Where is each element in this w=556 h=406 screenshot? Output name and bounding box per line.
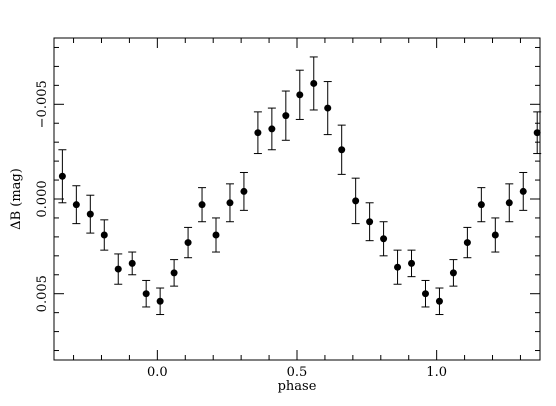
axis-ticks [54, 38, 540, 360]
data-point [114, 265, 122, 273]
data-point [477, 201, 485, 209]
x-tick-label: 1.0 [426, 365, 447, 380]
data-point [100, 231, 108, 239]
x-tick-labels: 0.0 0.5 1.0 [147, 365, 447, 380]
data-point [156, 297, 164, 305]
data-point [324, 104, 332, 112]
data-point [394, 263, 402, 271]
data-point [352, 197, 360, 205]
data-point [268, 125, 276, 133]
x-tick-label: 0.0 [147, 365, 168, 380]
x-axis-label: phase [278, 379, 317, 394]
data-point [170, 269, 178, 277]
data-point [142, 290, 150, 298]
data-point [310, 79, 318, 87]
y-axis-label: ΔB (mag) [9, 168, 24, 230]
data-point [72, 201, 80, 209]
data-point [282, 112, 290, 120]
data-point [519, 187, 527, 195]
data-point [491, 231, 499, 239]
data-point [212, 231, 220, 239]
data-points [58, 79, 541, 305]
data-point [366, 218, 374, 226]
data-point [533, 129, 541, 137]
data-point [463, 239, 471, 247]
y-tick-label: 0.005 [35, 275, 50, 312]
data-point [184, 239, 192, 247]
data-point [296, 91, 304, 99]
data-point [421, 290, 429, 298]
data-point [380, 235, 388, 243]
data-point [240, 187, 248, 195]
data-point [226, 199, 234, 207]
data-point [58, 172, 66, 180]
plot-frame [53, 37, 541, 361]
y-tick-label: −0.005 [35, 80, 50, 128]
y-tick-labels: 0.005 0.000 −0.005 [35, 80, 50, 312]
data-point [198, 201, 206, 209]
data-point [338, 146, 346, 154]
data-point [449, 269, 457, 277]
data-point [408, 259, 416, 267]
data-point [505, 199, 513, 207]
data-point [128, 259, 136, 267]
data-point [435, 297, 443, 305]
data-point [254, 129, 262, 137]
x-tick-label: 0.5 [287, 365, 308, 380]
y-tick-label: 0.000 [35, 180, 50, 217]
data-point [86, 210, 94, 218]
